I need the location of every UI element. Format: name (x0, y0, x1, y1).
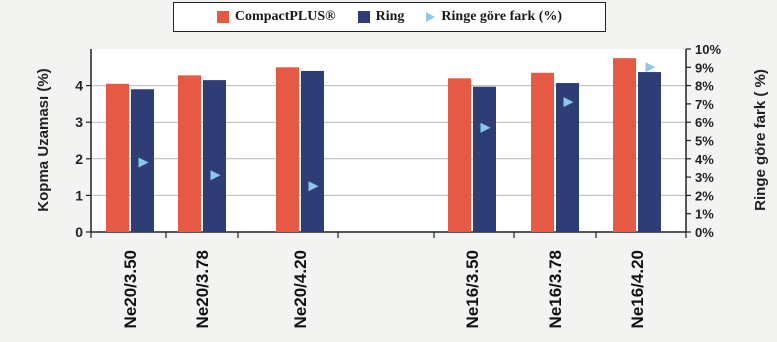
legend-item-ring: Ring (357, 9, 405, 25)
x-tick-label: Ne16/3.78 (546, 250, 565, 328)
marker-fark (645, 62, 656, 73)
bar-compactplus (448, 78, 471, 232)
y2-tick-label: 7% (695, 97, 714, 112)
chart-legend: CompactPLUS® Ring Ringe göre fark (%) (173, 2, 606, 32)
legend-marker-fark (426, 12, 436, 22)
y2-tick-label: 9% (695, 60, 714, 75)
y2-axis-title: Ringe göre fark ( %) (752, 69, 769, 211)
marker-fark (138, 157, 149, 168)
legend-label-ring: Ring (375, 9, 405, 24)
x-tick-label: Ne16/4.20 (628, 250, 647, 328)
bar-ring (473, 86, 496, 232)
y2-tick-label: 5% (695, 134, 714, 149)
legend-swatch-compactplus (216, 11, 229, 23)
legend-item-fark: Ringe göre fark (%) (426, 9, 562, 25)
marker-fark (308, 181, 319, 192)
y-tick-label: 1 (75, 187, 83, 203)
y-tick-label: 0 (75, 224, 83, 240)
y2-tick-label: 1% (695, 207, 714, 222)
y-tick-label: 3 (75, 114, 83, 130)
bar-ring (301, 70, 324, 233)
bar-compactplus (106, 83, 129, 233)
y-axis-title: Kopma Uzaması (%) (35, 68, 52, 211)
y2-tick-label: 3% (695, 170, 714, 185)
y-tick-label: 2 (75, 151, 83, 167)
y2-tick-label: 8% (695, 79, 714, 94)
x-tick-label: Ne20/3.78 (193, 250, 212, 328)
y2-tick-label: 6% (695, 115, 714, 130)
legend-label-fark: Ringe göre fark (%) (441, 9, 563, 24)
bar-ring (203, 80, 226, 232)
y2-tick-label: 10% (695, 42, 721, 57)
bar-compactplus (531, 72, 554, 232)
x-tick-label: Ne20/4.20 (291, 250, 310, 328)
bar-ring (556, 83, 579, 233)
bar-compactplus (613, 58, 636, 233)
y2-tick-label: 0% (695, 225, 714, 240)
bar-compactplus (276, 67, 299, 232)
bar-ring (638, 72, 661, 232)
legend-swatch-ring (357, 11, 370, 23)
y2-tick-label: 4% (695, 152, 714, 167)
x-tick-label: Ne16/3.50 (463, 250, 482, 328)
marker-fark (210, 170, 221, 181)
legend-item-compactplus: CompactPLUS® (216, 9, 336, 25)
marker-fark (563, 97, 574, 108)
marker-fark (480, 122, 491, 133)
bar-compactplus (178, 75, 201, 233)
y-tick-label: 4 (75, 78, 83, 94)
x-tick-label: Ne20/3.50 (121, 250, 140, 328)
y2-tick-label: 2% (695, 188, 714, 203)
legend-label-compactplus: CompactPLUS® (234, 9, 336, 24)
